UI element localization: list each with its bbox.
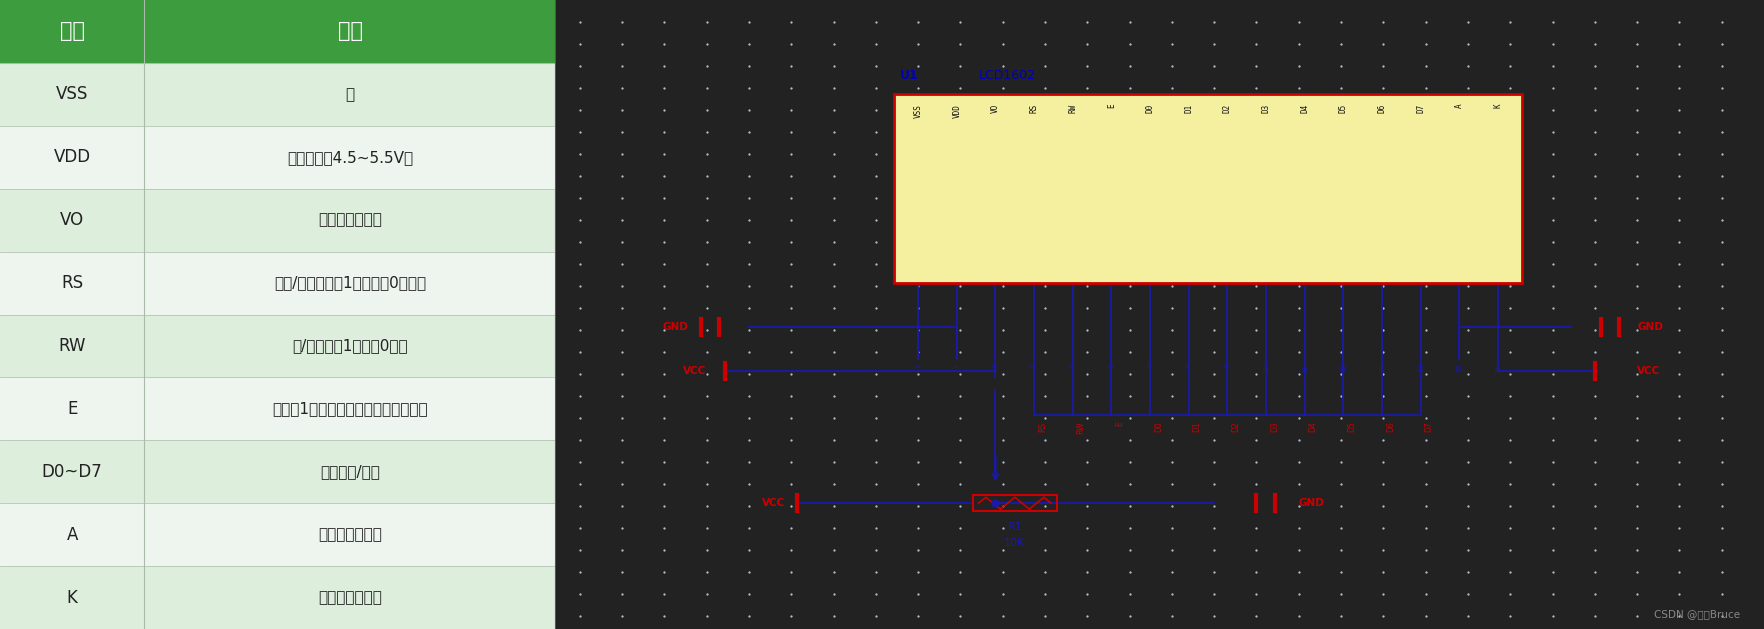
Text: 背光灯电源正极: 背光灯电源正极 (318, 527, 383, 542)
Text: 3: 3 (993, 364, 998, 368)
Text: D1: D1 (1192, 421, 1201, 432)
Text: 8: 8 (1185, 364, 1192, 368)
Text: 15: 15 (1457, 364, 1462, 372)
Text: 6: 6 (1108, 364, 1115, 368)
Text: 11: 11 (1302, 364, 1307, 372)
Text: 数据输入/输出: 数据输入/输出 (319, 464, 379, 479)
Text: 14: 14 (1418, 364, 1424, 372)
Text: 16: 16 (1496, 364, 1501, 372)
Text: 9: 9 (1224, 364, 1231, 368)
Bar (0, 440, 556, 503)
Text: A: A (1455, 104, 1464, 108)
Text: VSS: VSS (914, 104, 923, 118)
Text: 7: 7 (1147, 364, 1154, 368)
Text: 引脚: 引脚 (60, 21, 85, 42)
Text: D7: D7 (1425, 421, 1434, 432)
Text: 地: 地 (346, 87, 355, 102)
Text: D3: D3 (1270, 421, 1279, 432)
Bar (894, 94, 1522, 283)
Bar (0, 0, 556, 63)
Text: 数据/指令选择，1为数据，0为指令: 数据/指令选择，1为数据，0为指令 (273, 276, 427, 291)
Text: RW: RW (1069, 104, 1078, 113)
Text: 2: 2 (954, 364, 960, 368)
Text: 12: 12 (1341, 364, 1346, 372)
Text: D1: D1 (1184, 104, 1192, 113)
Text: D2: D2 (1222, 104, 1231, 113)
Text: 对比度调节电压: 对比度调节电压 (318, 213, 383, 228)
Text: U1: U1 (900, 69, 919, 82)
Text: VDD: VDD (53, 148, 90, 166)
Text: D0: D0 (1154, 421, 1162, 432)
Text: 1: 1 (916, 364, 921, 368)
Text: D5: D5 (1339, 104, 1348, 113)
Text: GND: GND (663, 322, 688, 332)
Text: 使能，1为数据有效，下降沿执行命令: 使能，1为数据有效，下降沿执行命令 (272, 401, 429, 416)
Text: GND: GND (1637, 322, 1663, 332)
Bar (0, 503, 556, 566)
Text: RS: RS (1037, 421, 1046, 431)
Text: K: K (67, 589, 78, 606)
Text: 4: 4 (1032, 364, 1037, 368)
Text: RW: RW (58, 337, 86, 355)
Text: VSS: VSS (56, 86, 88, 103)
Text: K: K (1494, 104, 1503, 108)
Text: R1: R1 (1007, 522, 1021, 532)
Text: 功能: 功能 (337, 21, 363, 42)
Text: 10K: 10K (1004, 538, 1025, 548)
Bar (0, 314, 556, 377)
Text: VCC: VCC (683, 366, 707, 376)
Text: D4: D4 (1300, 104, 1309, 113)
Bar (972, 496, 1057, 511)
Text: D6: D6 (1378, 104, 1387, 113)
Text: D0: D0 (1145, 104, 1155, 113)
Text: 读/写选择，1为读，0为写: 读/写选择，1为读，0为写 (293, 338, 407, 353)
Bar (0, 126, 556, 189)
Text: RW: RW (1076, 421, 1085, 434)
Text: GND: GND (1298, 498, 1325, 508)
Text: A: A (67, 526, 78, 543)
Bar (0, 63, 556, 126)
Text: D5: D5 (1348, 421, 1357, 432)
Text: VCC: VCC (1637, 366, 1660, 376)
Text: D4: D4 (1309, 421, 1318, 432)
Bar (0, 566, 556, 629)
Text: D7: D7 (1416, 104, 1425, 113)
Text: D6: D6 (1387, 421, 1395, 432)
Text: 背光灯电源负极: 背光灯电源负极 (318, 590, 383, 605)
Text: VO: VO (991, 104, 1000, 113)
Text: E: E (67, 400, 78, 418)
Text: D0~D7: D0~D7 (42, 463, 102, 481)
Text: CSDN @海上Bruce: CSDN @海上Bruce (1653, 610, 1739, 620)
Text: 5: 5 (1069, 364, 1076, 368)
Text: E: E (1108, 104, 1117, 108)
Text: VCC: VCC (762, 498, 785, 508)
Text: RS: RS (62, 274, 83, 292)
Text: 13: 13 (1379, 364, 1385, 372)
Text: RS: RS (1030, 104, 1039, 113)
Text: D2: D2 (1231, 421, 1240, 432)
Text: VO: VO (60, 211, 85, 229)
Bar (0, 377, 556, 440)
Bar (0, 252, 556, 314)
Text: 电源正极（4.5~5.5V）: 电源正极（4.5~5.5V） (288, 150, 413, 165)
Bar (0, 189, 556, 252)
Text: E: E (1115, 421, 1124, 426)
Text: 10: 10 (1263, 364, 1268, 372)
Text: D3: D3 (1261, 104, 1270, 113)
Text: LCD1602: LCD1602 (979, 69, 1035, 82)
Text: VDD: VDD (953, 104, 961, 118)
